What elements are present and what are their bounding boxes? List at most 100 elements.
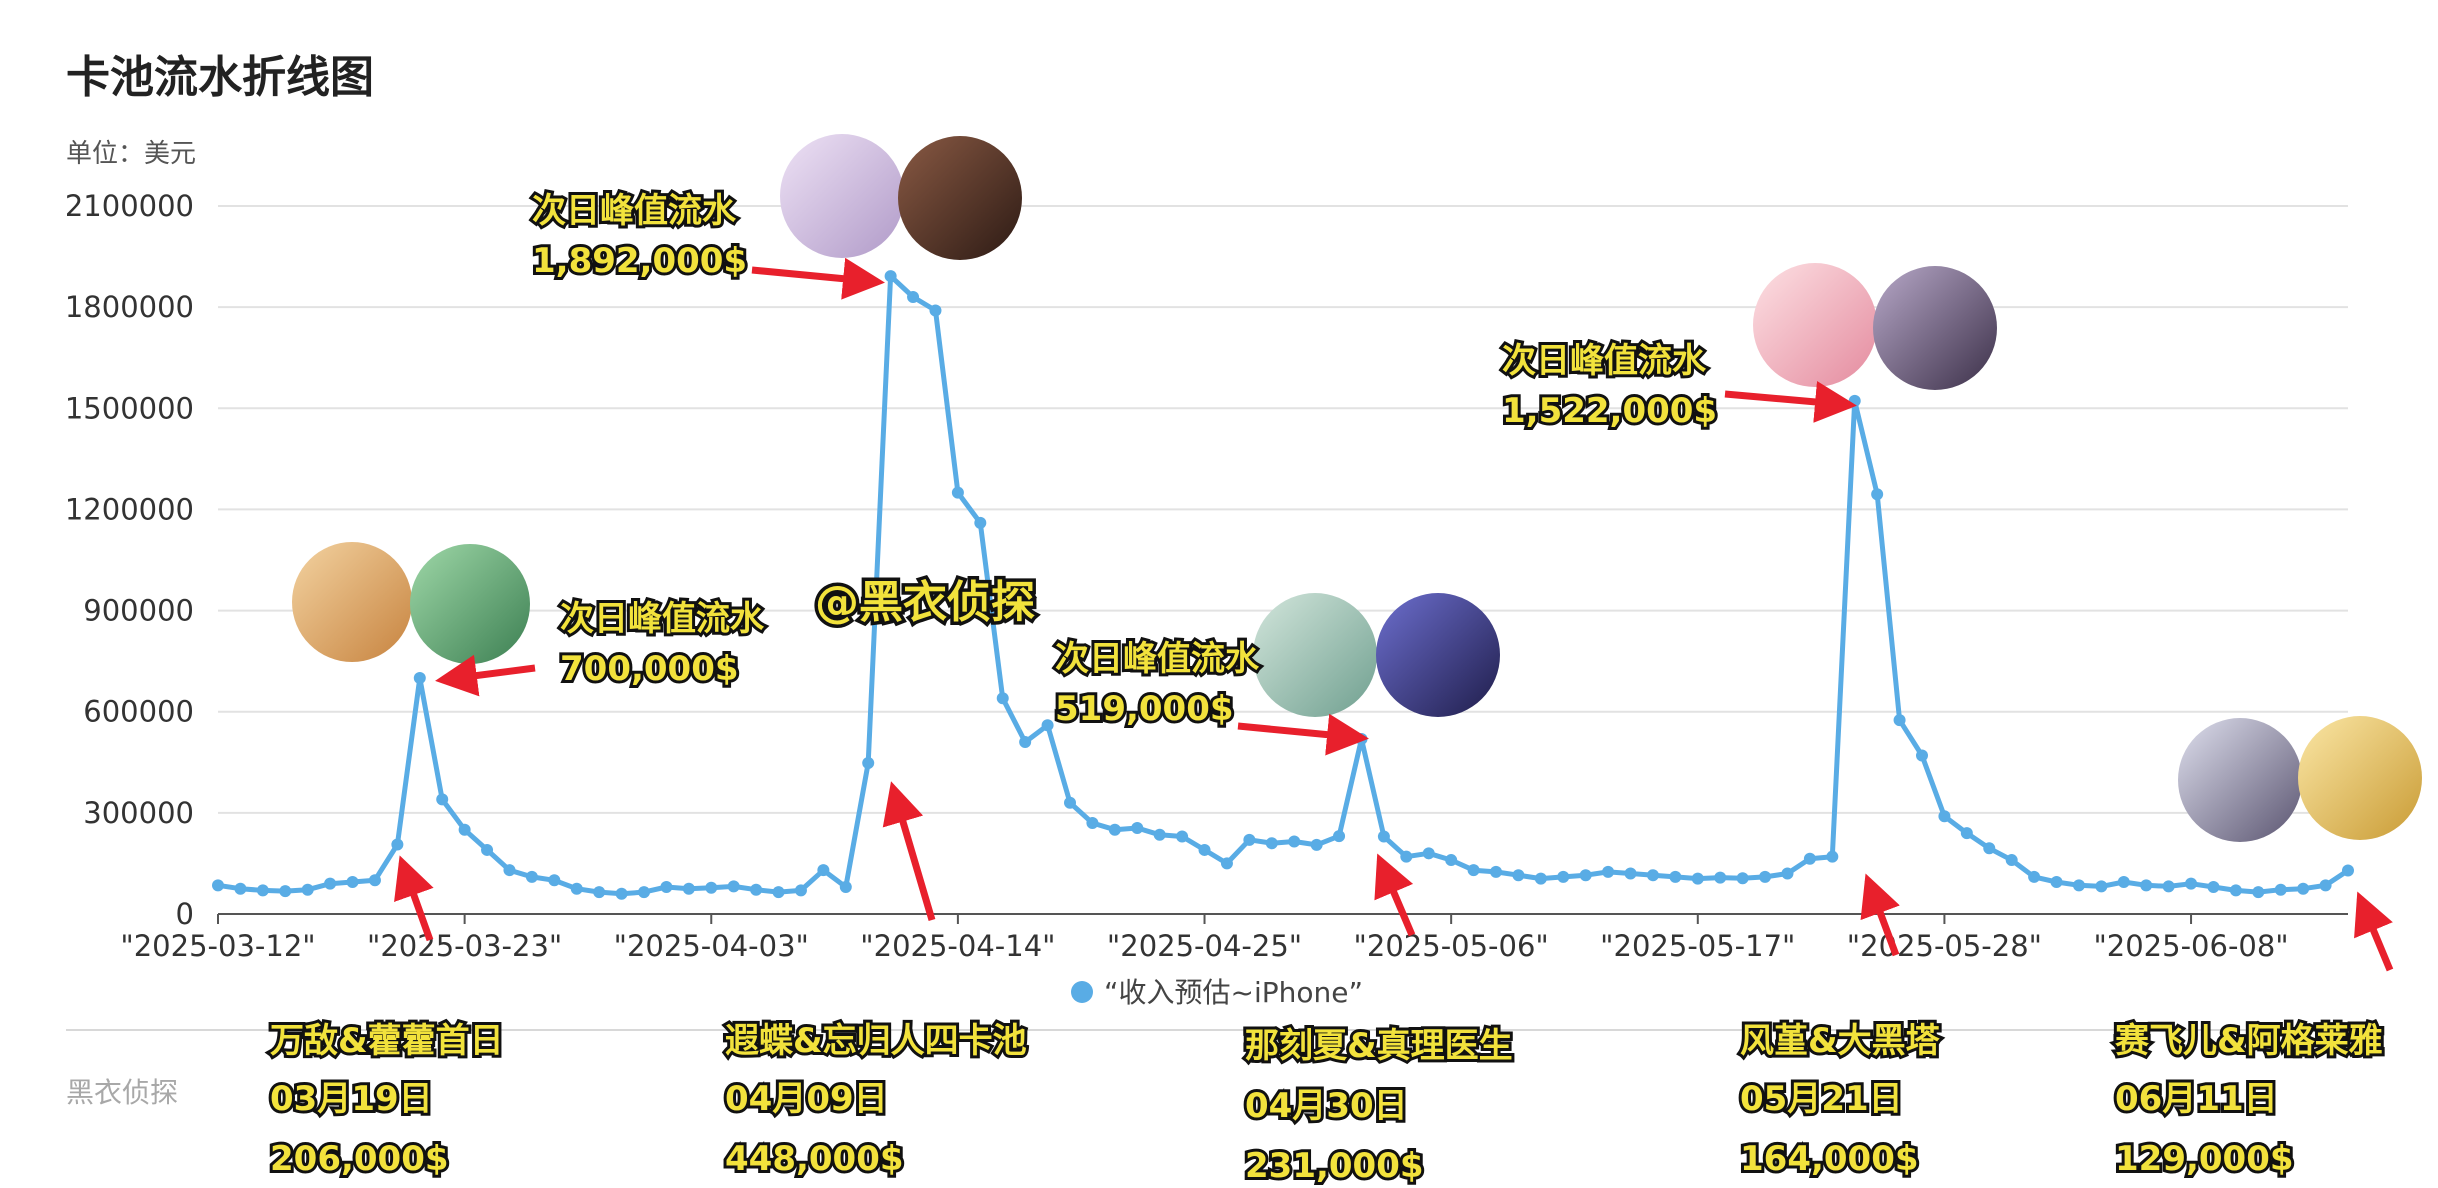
data-point[interactable]	[1736, 872, 1749, 885]
data-point[interactable]	[1803, 852, 1816, 865]
data-point[interactable]	[279, 885, 292, 898]
data-point[interactable]	[2274, 883, 2287, 896]
data-point[interactable]	[1445, 854, 1458, 867]
data-point[interactable]	[570, 882, 583, 895]
data-point[interactable]	[817, 864, 830, 877]
data-point[interactable]	[1377, 830, 1390, 843]
data-point[interactable]	[212, 879, 224, 892]
data-point[interactable]	[593, 886, 606, 899]
data-point[interactable]	[1557, 870, 1570, 883]
data-point[interactable]	[1041, 719, 1054, 732]
y-tick-label: 2100000	[65, 189, 194, 223]
data-point[interactable]	[682, 882, 695, 895]
data-point[interactable]	[1490, 865, 1502, 878]
data-point[interactable]	[2028, 870, 2041, 883]
data-point[interactable]	[929, 304, 942, 317]
pool-info-list: 万敌&藿藿首日 03月19日 206,000$ 遐蝶&忘归人四卡池 04月09日…	[267, 1018, 2386, 1188]
data-point[interactable]	[436, 793, 449, 806]
data-point[interactable]	[2229, 884, 2242, 897]
data-point[interactable]	[481, 843, 494, 856]
data-point[interactable]	[794, 884, 807, 897]
legend-label[interactable]: “收入预估~iPhone”	[1104, 976, 1363, 1009]
data-point[interactable]	[839, 881, 852, 894]
pool1-name: 万敌&藿藿首日	[270, 1021, 504, 1061]
data-point[interactable]	[1288, 835, 1301, 848]
data-point[interactable]	[1624, 867, 1637, 880]
data-point[interactable]	[1400, 850, 1413, 863]
data-point[interactable]	[1198, 843, 1211, 856]
data-point[interactable]	[705, 881, 718, 894]
data-point[interactable]	[525, 870, 538, 883]
data-point[interactable]	[1512, 869, 1525, 882]
data-point[interactable]	[391, 838, 404, 851]
data-point[interactable]	[256, 884, 269, 897]
data-point[interactable]	[2162, 880, 2175, 893]
data-point[interactable]	[615, 887, 628, 900]
data-point[interactable]	[2297, 882, 2310, 895]
data-point[interactable]	[2207, 881, 2220, 894]
data-point[interactable]	[1759, 870, 1772, 883]
data-point[interactable]	[1602, 865, 1615, 878]
data-point[interactable]	[1826, 850, 1839, 863]
data-point[interactable]	[1646, 869, 1659, 882]
data-point[interactable]	[1893, 714, 1906, 727]
data-point[interactable]	[1916, 749, 1928, 762]
data-point[interactable]	[346, 875, 359, 888]
data-point[interactable]	[1938, 810, 1951, 823]
data-point[interactable]	[1467, 864, 1480, 877]
data-point[interactable]	[368, 874, 381, 887]
data-point[interactable]	[2342, 864, 2354, 877]
data-point[interactable]	[1265, 837, 1278, 850]
data-point[interactable]	[458, 823, 471, 836]
data-point[interactable]	[2117, 875, 2130, 888]
data-point[interactable]	[660, 881, 673, 894]
data-point[interactable]	[638, 886, 650, 899]
data-point[interactable]	[1131, 822, 1144, 835]
data-point[interactable]	[1086, 816, 1099, 829]
data-point[interactable]	[1579, 869, 1592, 882]
data-point[interactable]	[2005, 854, 2018, 867]
data-point[interactable]	[324, 877, 337, 890]
data-point[interactable]	[907, 291, 920, 304]
data-point[interactable]	[1243, 833, 1256, 846]
data-point[interactable]	[974, 516, 987, 529]
data-point[interactable]	[1983, 842, 1996, 855]
data-point[interactable]	[2095, 880, 2108, 893]
data-point[interactable]	[1960, 827, 1973, 840]
data-point[interactable]	[1310, 838, 1323, 851]
data-point[interactable]	[2252, 886, 2265, 899]
data-point[interactable]	[1848, 394, 1861, 407]
data-point[interactable]	[862, 756, 875, 769]
data-point[interactable]	[1871, 488, 1884, 501]
data-point[interactable]	[1691, 872, 1704, 885]
data-point[interactable]	[2140, 879, 2153, 892]
data-point[interactable]	[1176, 830, 1189, 843]
data-point[interactable]	[2050, 875, 2063, 888]
data-point[interactable]	[1019, 736, 1032, 749]
data-point[interactable]	[1064, 796, 1076, 809]
legend-marker[interactable]	[1071, 981, 1093, 1003]
data-point[interactable]	[1220, 857, 1233, 870]
data-point[interactable]	[884, 270, 897, 283]
data-point[interactable]	[1669, 870, 1682, 883]
data-point[interactable]	[1153, 828, 1166, 841]
data-point[interactable]	[2185, 877, 2198, 890]
data-point[interactable]	[1333, 830, 1346, 843]
data-point[interactable]	[1422, 847, 1435, 860]
data-point[interactable]	[548, 874, 561, 887]
data-point[interactable]	[413, 672, 426, 684]
data-point[interactable]	[1534, 872, 1547, 885]
data-point[interactable]	[234, 882, 247, 895]
data-point[interactable]	[996, 692, 1009, 705]
data-point[interactable]	[727, 880, 740, 893]
data-point[interactable]	[750, 883, 763, 896]
data-point[interactable]	[1108, 823, 1121, 836]
data-point[interactable]	[2072, 879, 2085, 892]
data-point[interactable]	[1781, 867, 1794, 880]
data-point[interactable]	[2319, 879, 2332, 892]
data-point[interactable]	[772, 886, 785, 899]
data-point[interactable]	[301, 883, 314, 896]
data-point[interactable]	[1714, 871, 1727, 884]
data-point[interactable]	[503, 864, 516, 877]
data-point[interactable]	[951, 486, 964, 499]
